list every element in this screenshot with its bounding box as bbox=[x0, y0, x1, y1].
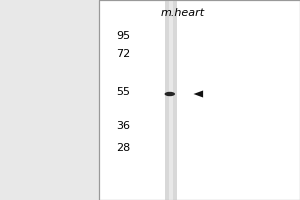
Bar bbox=[99, 0, 300, 200]
Text: 28: 28 bbox=[116, 143, 130, 153]
Text: m.heart: m.heart bbox=[161, 8, 205, 18]
Text: 55: 55 bbox=[116, 87, 130, 97]
Ellipse shape bbox=[164, 92, 175, 96]
Bar bbox=[169, 0, 173, 200]
Polygon shape bbox=[194, 90, 203, 98]
Text: 72: 72 bbox=[116, 49, 130, 59]
Text: 95: 95 bbox=[116, 31, 130, 41]
Bar bbox=[99, 0, 300, 200]
Text: 36: 36 bbox=[116, 121, 130, 131]
Bar bbox=[165, 0, 177, 200]
